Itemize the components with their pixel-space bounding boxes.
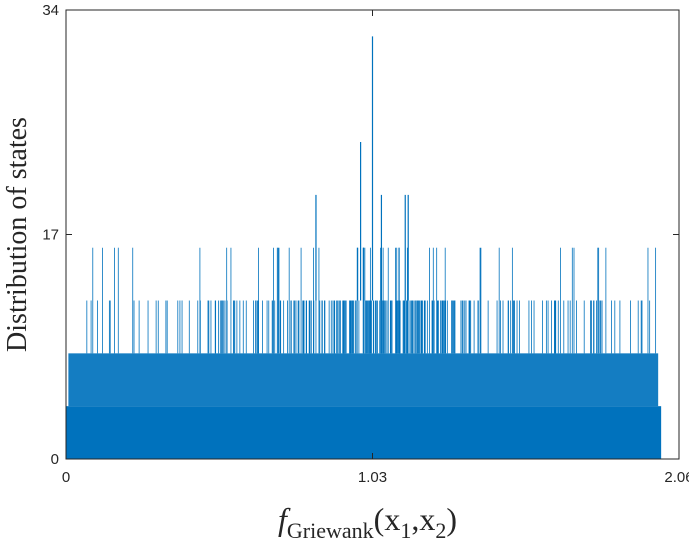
y-tick-label: 17: [42, 227, 59, 244]
x-tick-label: 1.03: [358, 469, 387, 486]
y-tick-label: 0: [51, 451, 59, 468]
histogram-bars: [66, 36, 662, 459]
x-label-sub2: 2: [435, 518, 446, 543]
x-label-open: (x: [374, 501, 401, 537]
x-tick-label: 0: [62, 469, 70, 486]
bar-base-fill: [66, 406, 662, 459]
bar-level-8-fill: [68, 353, 659, 407]
x-label-mid: ,x: [411, 501, 435, 537]
x-axis-label: fGriewank(x1,x2): [278, 501, 457, 543]
axis-ticks: 0 1.03 2.06 0 17 34: [42, 2, 689, 486]
x-label-sub1: 1: [400, 518, 411, 543]
x-label-close: ): [446, 501, 457, 537]
x-tick-label: 2.06: [664, 469, 689, 486]
y-axis-label: Distribution of states: [2, 117, 33, 352]
x-label-sub: Griewank: [287, 518, 374, 543]
y-tick-label: 34: [42, 2, 59, 19]
